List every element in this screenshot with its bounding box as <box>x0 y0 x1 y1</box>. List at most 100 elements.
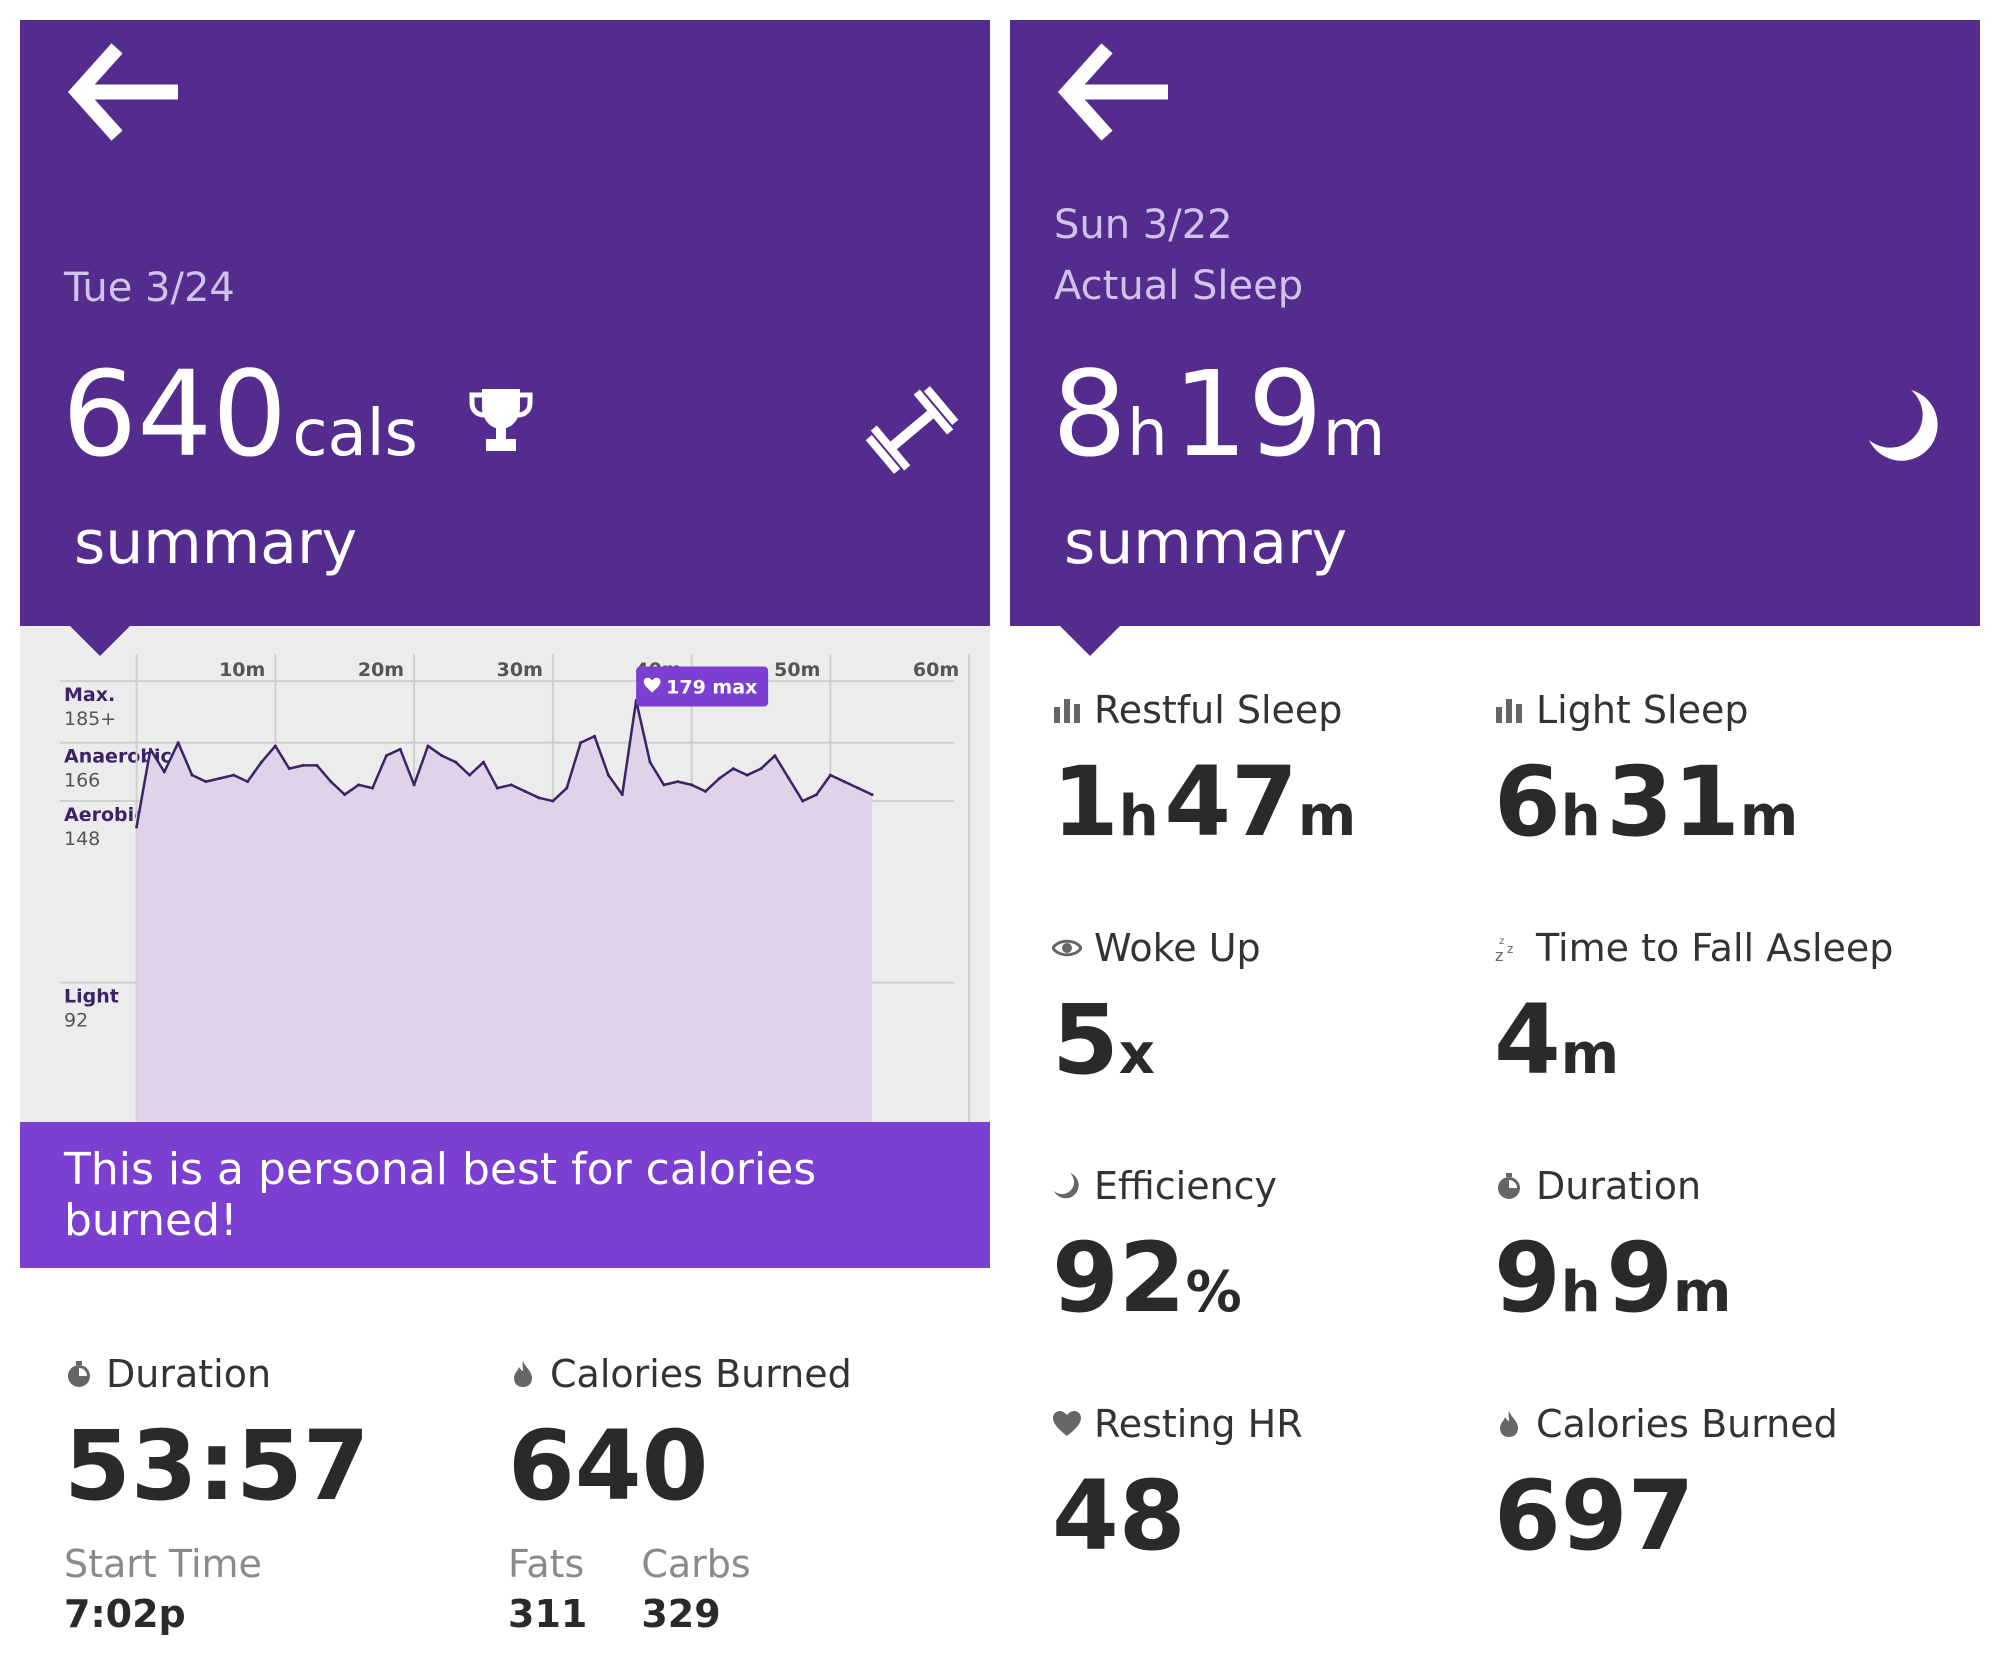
heart-rate-chart: Max. 185+ Anaerobic 166 Aerobic 148 Light 92 10m… <box>20 626 990 1122</box>
zone-label: Light <box>64 986 119 1008</box>
heart-icon <box>643 677 661 693</box>
workout-calories-stat: Calories Burned 640 Fats 311 Carbs 329 <box>508 1352 852 1636</box>
heart-rate-point <box>870 793 874 797</box>
x-tick-label: 50m <box>774 659 820 681</box>
efficiency-label-row: Efficiency <box>1052 1164 1277 1208</box>
light-sleep-minutes: 31 <box>1606 746 1740 858</box>
efficiency-label: Efficiency <box>1094 1164 1278 1208</box>
personal-best-banner: This is a personal best for calories bur… <box>20 1122 990 1268</box>
woke-up-value: 5 <box>1052 984 1119 1096</box>
heart-rate-point <box>301 763 305 767</box>
restful-sleep-stat: Restful Sleep 1h 47m <box>1052 688 1356 850</box>
heart-rate-point <box>676 780 680 784</box>
heart-rate-point <box>440 754 444 758</box>
sleep-duration-minutes-unit: m <box>1673 1260 1732 1325</box>
fats-value: 311 <box>508 1592 588 1636</box>
woke-up-label: Woke Up <box>1094 926 1261 970</box>
fall-asleep-value: 4 <box>1494 984 1561 1096</box>
heart-rate-point <box>481 760 485 764</box>
zone-label: Max. <box>64 684 115 706</box>
sleep-minutes: 19 <box>1172 345 1323 483</box>
moon-small-icon <box>1054 1173 1079 1199</box>
heart-rate-point <box>648 760 652 764</box>
dumbbell-icon <box>865 386 959 474</box>
heart-rate-point <box>426 744 430 748</box>
sleep-panel: Sun 3/22 Actual Sleep 8h 19m summary Res… <box>1010 20 1980 1660</box>
workout-duration-label-row: Duration <box>64 1352 370 1396</box>
woke-up-value-row: 5x <box>1052 992 1261 1088</box>
start-time-label: Start Time <box>64 1542 262 1586</box>
x-tick-label: 30m <box>497 659 543 681</box>
zone-value-label: 92 <box>64 1010 88 1032</box>
heart-rate-point <box>731 767 735 771</box>
fats-label: Fats <box>508 1542 585 1586</box>
efficiency-value-row: 92% <box>1052 1230 1277 1326</box>
workout-header: Tue 3/24 640 cals summary <box>20 20 990 626</box>
sleep-duration-stat: Duration 9h 9m <box>1494 1164 1731 1326</box>
carbs-stat: Carbs 329 <box>641 1542 750 1636</box>
workout-summary-tab[interactable]: summary <box>74 508 358 578</box>
light-sleep-label-row: Light Sleep <box>1494 688 1798 732</box>
back-arrow-icon[interactable] <box>1050 42 1170 142</box>
heart-rate-point <box>190 773 194 777</box>
workout-calories-label: Calories Burned <box>550 1352 852 1396</box>
heart-rate-point <box>204 780 208 784</box>
heart-rate-point <box>620 793 624 797</box>
heart-rate-point <box>828 773 832 777</box>
stopwatch-icon <box>68 1361 90 1387</box>
sleep-summary-tab[interactable]: summary <box>1064 508 1348 578</box>
workout-duration-value-row: 53:57 <box>64 1418 370 1514</box>
svg-text:z: z <box>1495 946 1503 963</box>
heart-rate-point <box>176 741 180 745</box>
heart-rate-point <box>551 799 555 803</box>
heart-rate-point <box>704 789 708 793</box>
efficiency-stat: Efficiency 92% <box>1052 1164 1277 1326</box>
heart-rate-point <box>606 773 610 777</box>
heart-rate-point <box>398 747 402 751</box>
zone-label: Aerobic <box>64 804 145 826</box>
sleep-calories-label: Calories Burned <box>1536 1402 1838 1446</box>
heart-rate-point <box>579 741 583 745</box>
heart-rate-point <box>135 825 139 829</box>
woke-up-stat: Woke Up 5x <box>1052 926 1261 1088</box>
sleep-hours: 8 <box>1052 345 1128 483</box>
resting-hr-value-row: 48 <box>1052 1468 1303 1564</box>
summary-pointer <box>70 626 130 656</box>
heart-rate-point <box>259 760 263 764</box>
sleep-duration-hours: 9 <box>1494 1222 1561 1334</box>
heart-rate-point <box>662 783 666 787</box>
back-arrow-icon[interactable] <box>60 42 180 142</box>
sleep-headline: 8h 19m <box>1052 355 1385 473</box>
heart-rate-point <box>856 786 860 790</box>
resting-hr-stat: Resting HR 48 <box>1052 1402 1303 1564</box>
heart-rate-point <box>815 793 819 797</box>
moon-icon <box>1869 390 1938 461</box>
sleep-date: Sun 3/22 <box>1054 202 1233 248</box>
sleep-minutes-unit: m <box>1322 397 1386 471</box>
sleep-hours-unit: h <box>1127 397 1168 471</box>
heart-icon <box>1053 1411 1081 1436</box>
restful-sleep-value: 1h 47m <box>1052 754 1356 850</box>
workout-calories-value-row: 640 <box>508 1418 852 1514</box>
efficiency-unit: % <box>1185 1260 1242 1325</box>
x-tick-label: 60m <box>913 659 959 681</box>
summary-pointer <box>1060 626 1120 656</box>
sleep-calories-stat: Calories Burned 697 <box>1494 1402 1838 1564</box>
workout-duration-value: 53:57 <box>64 1410 370 1522</box>
workout-duration-label: Duration <box>106 1352 272 1396</box>
heart-rate-point <box>162 770 166 774</box>
heart-rate-point <box>454 760 458 764</box>
heart-rate-point <box>148 747 152 751</box>
sleep-duration-hours-unit: h <box>1560 1260 1601 1325</box>
sleep-duration-label: Duration <box>1536 1164 1702 1208</box>
heart-rate-point <box>218 776 222 780</box>
zzz-icon: z z z <box>1495 936 1513 963</box>
light-sleep-stat: Light Sleep 6h 31m <box>1494 688 1798 850</box>
heart-rate-point <box>593 734 597 738</box>
heart-rate-point <box>232 773 236 777</box>
macros-row: Fats 311 Carbs 329 <box>508 1542 852 1636</box>
flame-icon <box>1500 1411 1518 1437</box>
x-tick-label: 10m <box>219 659 265 681</box>
heart-rate-point <box>523 789 527 793</box>
efficiency-value: 92 <box>1052 1222 1186 1334</box>
